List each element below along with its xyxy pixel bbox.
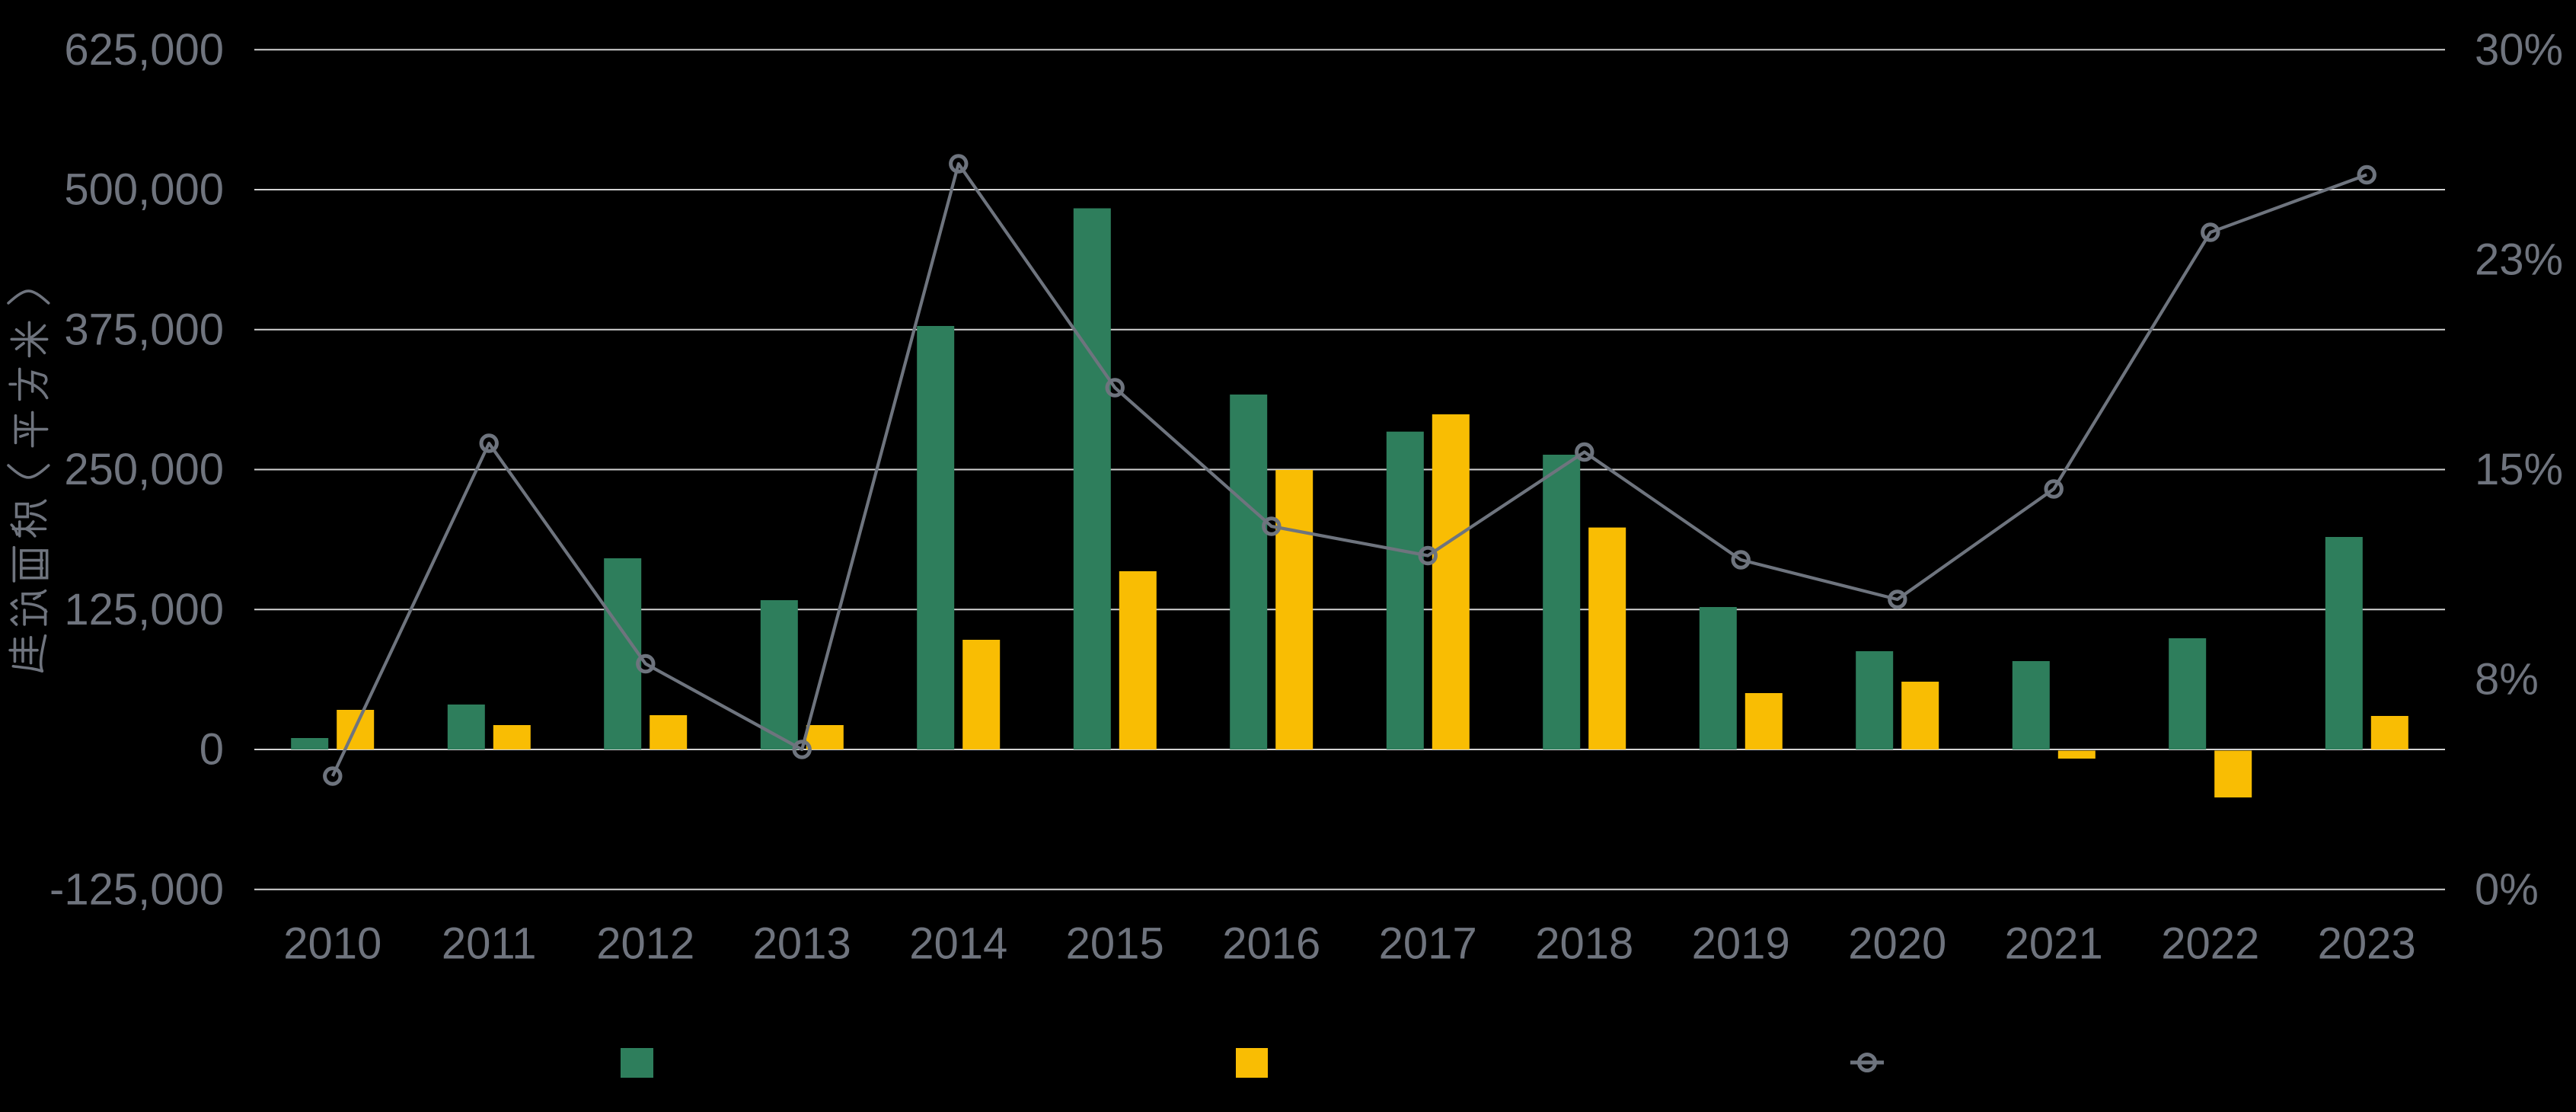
svg-text:250,000: 250,000 <box>64 445 224 494</box>
svg-text:375,000: 375,000 <box>64 305 224 354</box>
svg-text:2021: 2021 <box>2005 919 2103 969</box>
svg-text:23%: 23% <box>2475 235 2563 284</box>
svg-text:2016: 2016 <box>1222 919 1320 969</box>
svg-text:2020: 2020 <box>1848 919 1946 969</box>
svg-text:125,000: 125,000 <box>64 585 224 634</box>
svg-text:2018: 2018 <box>1535 919 1633 969</box>
svg-text:2023: 2023 <box>2318 919 2416 969</box>
svg-text:2013: 2013 <box>753 919 851 969</box>
svg-text:2019: 2019 <box>1692 919 1790 969</box>
svg-text:8%: 8% <box>2475 655 2539 705</box>
svg-text:2014: 2014 <box>909 919 1007 969</box>
svg-text:2017: 2017 <box>1379 919 1477 969</box>
svg-text:15%: 15% <box>2475 445 2563 494</box>
svg-text:2022: 2022 <box>2161 919 2259 969</box>
svg-text:30%: 30% <box>2475 25 2563 75</box>
svg-text:2015: 2015 <box>1066 919 1164 969</box>
svg-text:2012: 2012 <box>596 919 694 969</box>
svg-text:500,000: 500,000 <box>64 165 224 215</box>
svg-text:2011: 2011 <box>442 919 537 969</box>
svg-text:0%: 0% <box>2475 864 2539 914</box>
svg-text:2010: 2010 <box>283 919 381 969</box>
svg-text:-125,000: -125,000 <box>49 864 224 914</box>
svg-text:0: 0 <box>200 725 224 775</box>
svg-text:625,000: 625,000 <box>64 25 224 75</box>
